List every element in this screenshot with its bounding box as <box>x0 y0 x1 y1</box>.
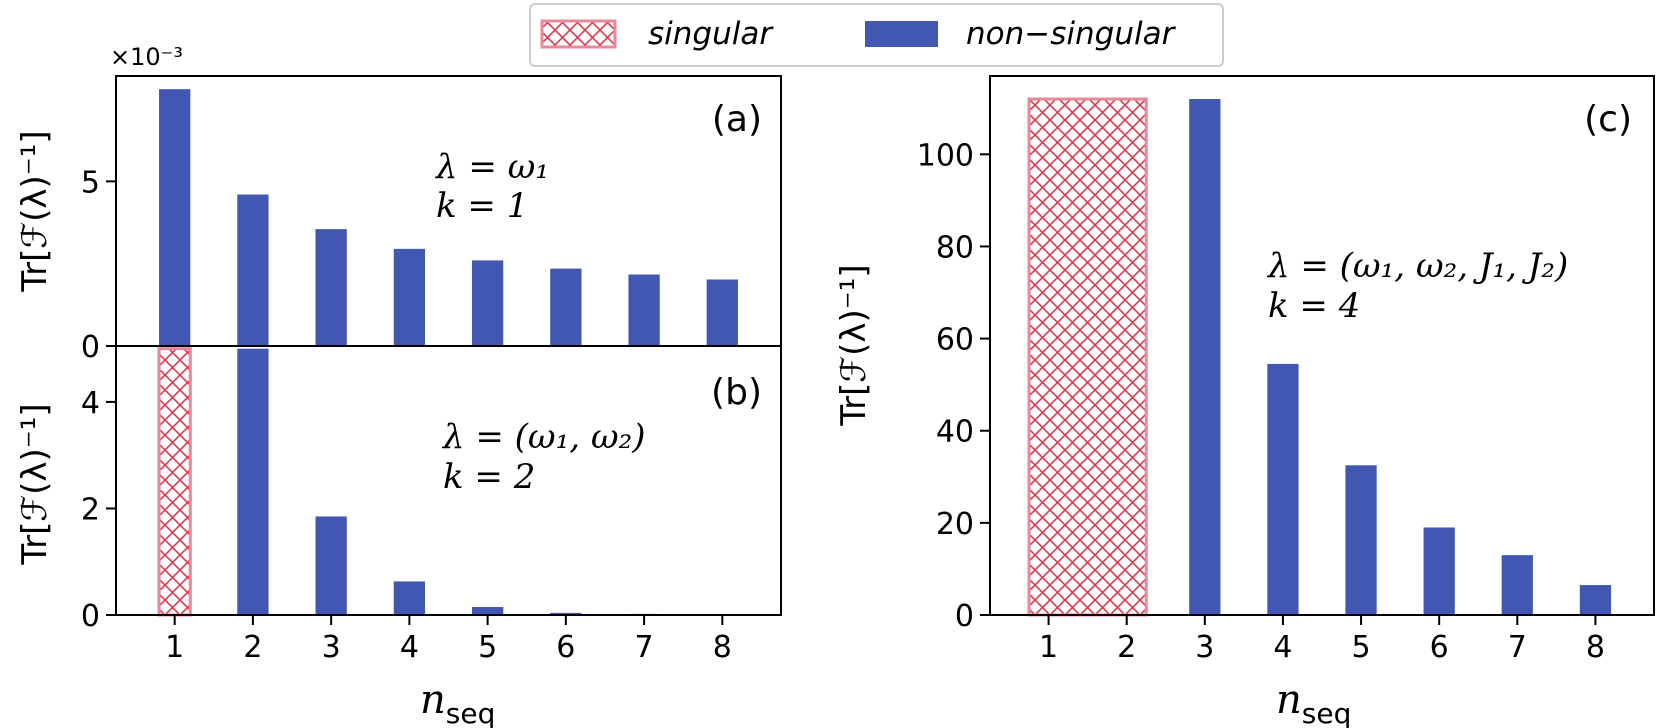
bar-3 <box>315 516 347 615</box>
panel-b-param-annotation: λ = (ω₁, ω₂) <box>441 417 646 457</box>
bar-6 <box>550 268 582 346</box>
panel-c-xlabel: nseq <box>1276 677 1351 728</box>
xtick-label: 7 <box>635 630 654 665</box>
panel-a: 05 ×10⁻³ (a) λ = ω₁ k = 1 Tr[ℱ(λ)⁻¹] <box>15 43 782 365</box>
panel-b-yticks: 0 2 4 <box>81 386 116 634</box>
bar-5 <box>471 607 504 615</box>
legend: singular non−singular <box>529 3 1224 67</box>
panel-a-yticks: 05 <box>81 165 116 365</box>
bar-2 <box>237 348 269 615</box>
legend-singular-swatch <box>540 19 617 49</box>
bar-6 <box>1423 527 1455 615</box>
xtick-label: 6 <box>556 630 575 665</box>
bar-6 <box>550 612 582 615</box>
panel-a-bars <box>159 89 738 347</box>
panel-a-k-annotation: k = 1 <box>436 186 528 226</box>
ytick-label: 5 <box>81 165 100 200</box>
bar-8 <box>1579 585 1612 615</box>
ytick-label: 2 <box>81 492 100 527</box>
ytick-label: 100 <box>917 138 974 173</box>
xtick-label: 7 <box>1508 630 1527 665</box>
xtick-label: 8 <box>1586 630 1605 665</box>
panel-b: 0 2 4 1 2 3 4 5 6 7 8 (b) λ = (ω₁, ω₂) k = 2 Tr[ℱ… <box>15 345 782 728</box>
legend-singular-label: singular <box>648 16 774 52</box>
xtick-label: 4 <box>400 630 419 665</box>
panel-b-bars <box>157 347 738 617</box>
bar-8 <box>706 279 738 346</box>
xtick-label: 2 <box>243 630 262 665</box>
ytick-label: 40 <box>936 415 974 450</box>
panel-b-k-annotation: k = 2 <box>443 457 535 497</box>
panel-a-scale-label: ×10⁻³ <box>110 43 183 71</box>
bar-5 <box>471 260 504 346</box>
bar-singular-1 <box>157 347 192 617</box>
legend-nonsingular-swatch <box>865 21 938 47</box>
panel-a-ylabel: Tr[ℱ(λ)⁻¹] <box>15 130 55 292</box>
xtick-label: 4 <box>1273 630 1292 665</box>
bar-3 <box>1189 99 1221 616</box>
panel-b-ylabel: Tr[ℱ(λ)⁻¹] <box>15 403 55 565</box>
ytick-label: 0 <box>81 330 100 365</box>
bar-4 <box>393 248 426 346</box>
xtick-label: 1 <box>165 630 184 665</box>
ytick-label: 4 <box>81 386 100 421</box>
xtick-label: 5 <box>1352 630 1371 665</box>
xtick-label: 1 <box>1039 630 1058 665</box>
panel-c-label: (c) <box>1584 99 1632 140</box>
bar-2 <box>237 194 269 346</box>
bar-singular-1-2 <box>1027 97 1148 617</box>
legend-nonsingular-label: non−singular <box>966 16 1177 52</box>
xtick-label: 5 <box>478 630 497 665</box>
panel-b-xticks: 1 2 3 4 5 6 7 8 <box>165 615 732 665</box>
panel-c-param-annotation: λ = (ω₁, ω₂, J₁, J₂) <box>1266 246 1568 286</box>
bar-7 <box>1501 555 1533 615</box>
bar-5 <box>1345 465 1377 615</box>
panel-b-frame <box>115 345 782 616</box>
panel-b-label: (b) <box>711 372 762 413</box>
panel-c-frame <box>989 75 1655 616</box>
panel-c: 0 20 40 60 80 100 1 2 3 4 5 6 7 8 (c) λ = (ω₁, ω₂, J… <box>834 75 1655 728</box>
panel-c-yticks: 0 20 40 60 80 100 <box>917 138 990 634</box>
bar-3 <box>315 229 347 346</box>
xtick-label: 8 <box>713 630 732 665</box>
xtick-label: 3 <box>1195 630 1214 665</box>
ytick-label: 0 <box>81 599 100 634</box>
panel-a-param-annotation: λ = ω₁ <box>434 147 549 187</box>
panel-a-label: (a) <box>712 99 762 140</box>
bar-7 <box>628 274 660 346</box>
panel-c-ylabel: Tr[ℱ(λ)⁻¹] <box>834 264 874 426</box>
bar-4 <box>1267 363 1299 615</box>
xtick-label: 3 <box>322 630 341 665</box>
panel-c-xticks: 1 2 3 4 5 6 7 8 <box>1039 615 1605 665</box>
ytick-label: 0 <box>955 599 974 634</box>
ytick-label: 60 <box>936 323 974 358</box>
ytick-label: 20 <box>936 507 974 542</box>
bar-1 <box>159 89 191 347</box>
bar-4 <box>393 581 426 615</box>
panel-b-xlabel: nseq <box>420 677 495 728</box>
xtick-label: 2 <box>1117 630 1136 665</box>
xtick-label: 6 <box>1430 630 1449 665</box>
ytick-label: 80 <box>936 230 974 265</box>
panel-c-k-annotation: k = 4 <box>1268 286 1360 326</box>
panel-c-bars <box>1027 97 1612 617</box>
